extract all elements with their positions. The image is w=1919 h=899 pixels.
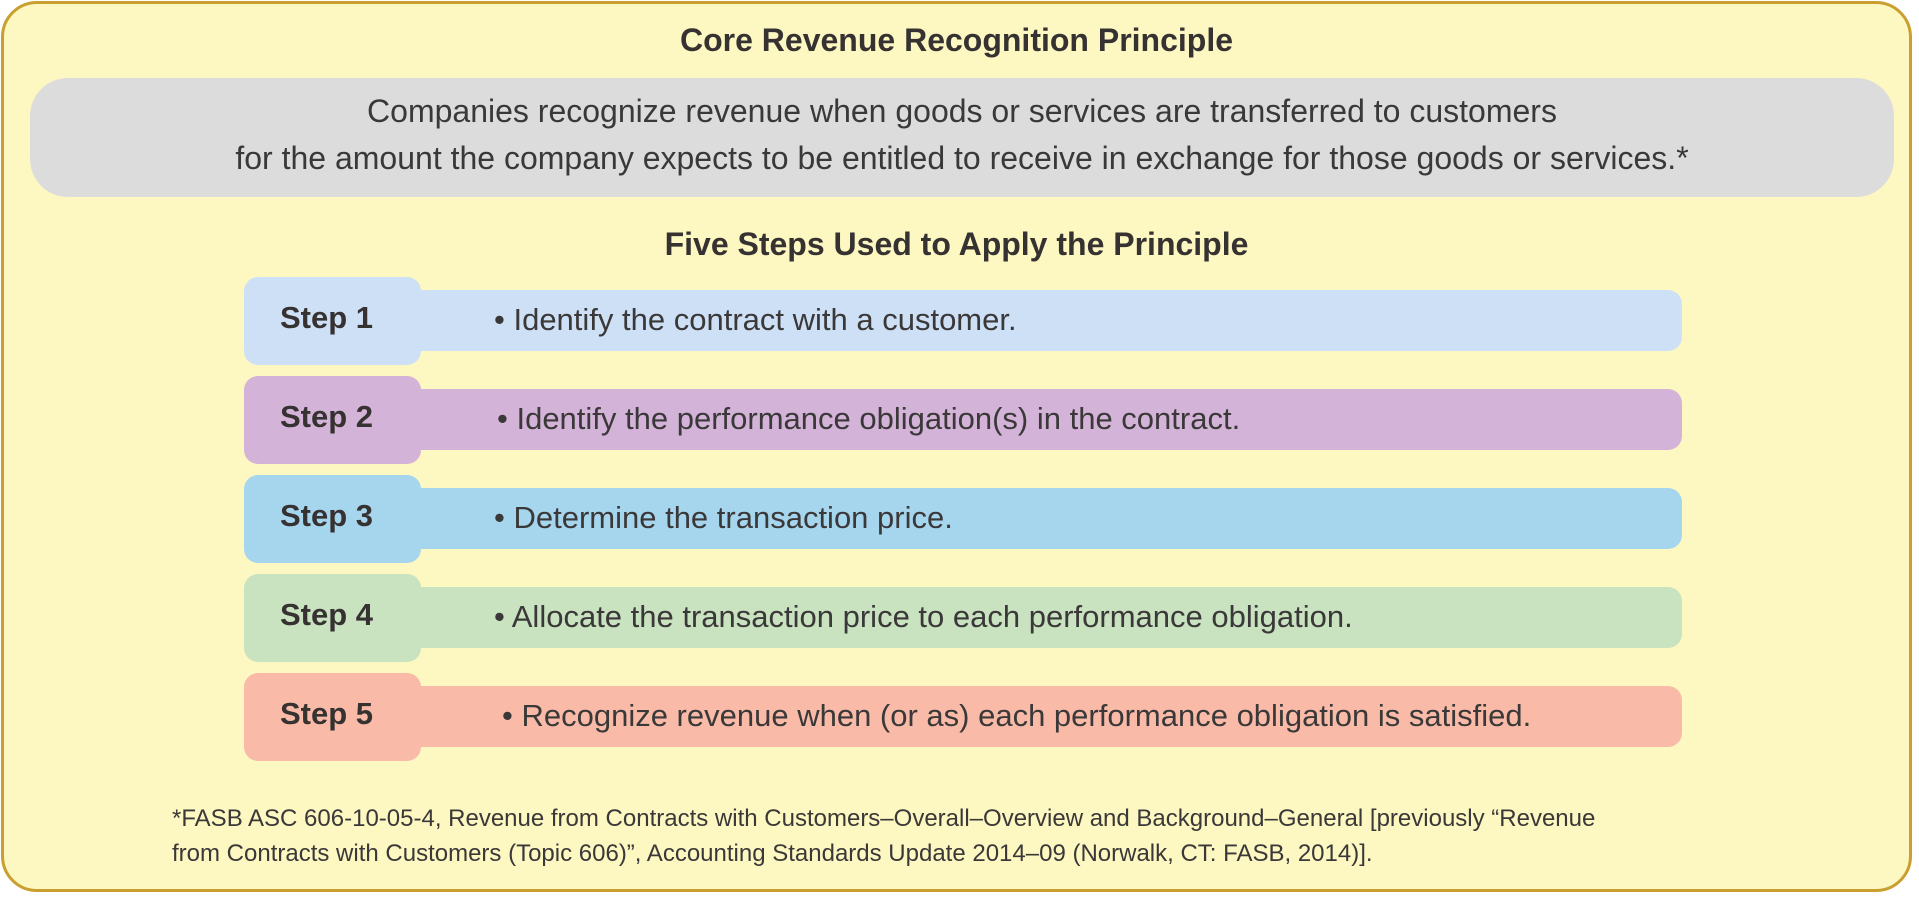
footnote-line-2: from Contracts with Customers (Topic 606… [172,840,1373,867]
step-text: • Identify the performance obligation(s)… [497,401,1241,436]
step-tab: Step 2 [244,376,421,464]
step-tab: Step 3 [244,475,421,563]
steps-title: Five Steps Used to Apply the Principle [664,226,1249,262]
step-row-4: Step 4 • Allocate the transaction price … [244,574,1682,662]
footnote-line-1: *FASB ASC 606-10-05-4, Revenue from Cont… [172,805,1596,832]
step-bar [394,488,1682,549]
step-row-1: Step 1 • Identify the contract with a cu… [244,277,1682,365]
principle-box: Companies recognize revenue when goods o… [30,78,1894,197]
page-title: Core Revenue Recognition Principle [680,22,1233,58]
step-text: • Determine the transaction price. [494,500,953,535]
footnote: *FASB ASC 606-10-05-4, Revenue from Cont… [172,801,1595,871]
step-label: Step 5 [280,696,374,731]
step-tab: Step 1 [244,277,421,365]
step-row-3: Step 3 • Determine the transaction price… [244,475,1682,563]
step-bar [394,389,1682,450]
step-row-5: Step 5 • Recognize revenue when (or as) … [244,673,1682,761]
step-tab: Step 4 [244,574,421,662]
step-bar [394,686,1682,747]
step-text: • Identify the contract with a customer. [494,302,1017,337]
step-bar [394,290,1682,351]
step-label: Step 1 [280,300,374,335]
step-label: Step 2 [280,399,374,434]
step-text: • Allocate the transaction price to each… [494,599,1353,634]
step-label: Step 3 [280,498,374,533]
step-text: • Recognize revenue when (or as) each pe… [502,698,1532,733]
step-tab: Step 5 [244,673,421,761]
step-row-2: Step 2 • Identify the performance obliga… [244,376,1682,464]
principle-line-1: Companies recognize revenue when goods o… [367,93,1557,129]
principle-line-2: for the amount the company expects to be… [235,140,1689,176]
step-label: Step 4 [280,597,374,632]
step-bar [394,587,1682,648]
